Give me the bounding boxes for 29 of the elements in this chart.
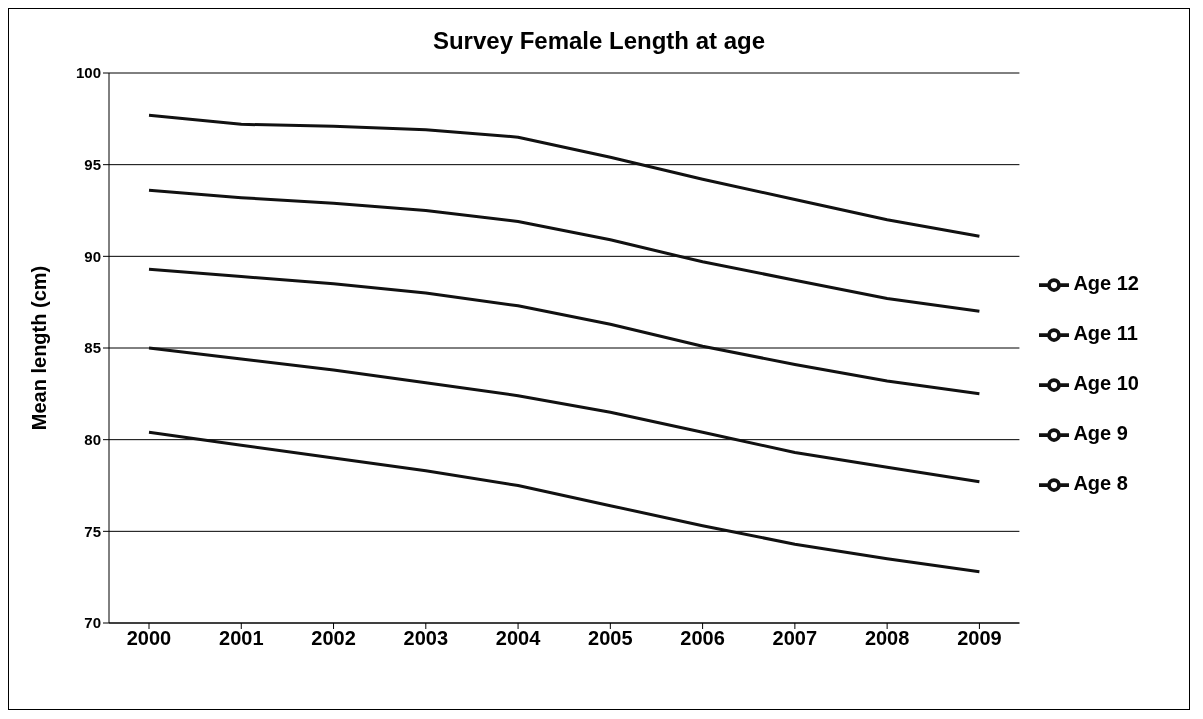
- x-tick-label: 2005: [588, 627, 633, 650]
- legend-label: Age 11: [1073, 322, 1138, 344]
- line-series: [147, 430, 981, 574]
- chart-title: Survey Female Length at age: [431, 26, 767, 56]
- line-series: [147, 346, 981, 484]
- y-tick-label: 70: [84, 614, 101, 632]
- x-tick-label: 2009: [957, 627, 1002, 650]
- y-tick-label: 85: [84, 339, 101, 357]
- legend-label: Age 8: [1073, 472, 1128, 494]
- x-tick-label: 2001: [219, 627, 264, 650]
- line-series: [147, 267, 981, 396]
- line-series: [147, 188, 981, 313]
- y-tick-label: 100: [75, 64, 101, 82]
- y-tick-label: 75: [84, 522, 101, 540]
- x-tick-label: 2004: [495, 627, 542, 650]
- x-tick-label: 2006: [680, 627, 725, 650]
- x-tick-label: 2008: [864, 627, 910, 650]
- legend-label: Age 12: [1073, 272, 1139, 294]
- legend-label: Age 10: [1073, 372, 1139, 394]
- x-tick-label: 2002: [311, 627, 356, 650]
- legend-label: Age 9: [1073, 422, 1128, 444]
- y-axis-title: Mean length (cm): [28, 265, 51, 431]
- y-tick-label: 80: [84, 430, 101, 448]
- x-tick-label: 2000: [126, 627, 172, 650]
- x-tick-label: 2003: [403, 627, 449, 650]
- y-tick-label: 95: [84, 155, 101, 173]
- x-tick-label: 2007: [772, 627, 818, 650]
- y-tick-label: 90: [84, 247, 101, 265]
- line-series: [147, 113, 981, 238]
